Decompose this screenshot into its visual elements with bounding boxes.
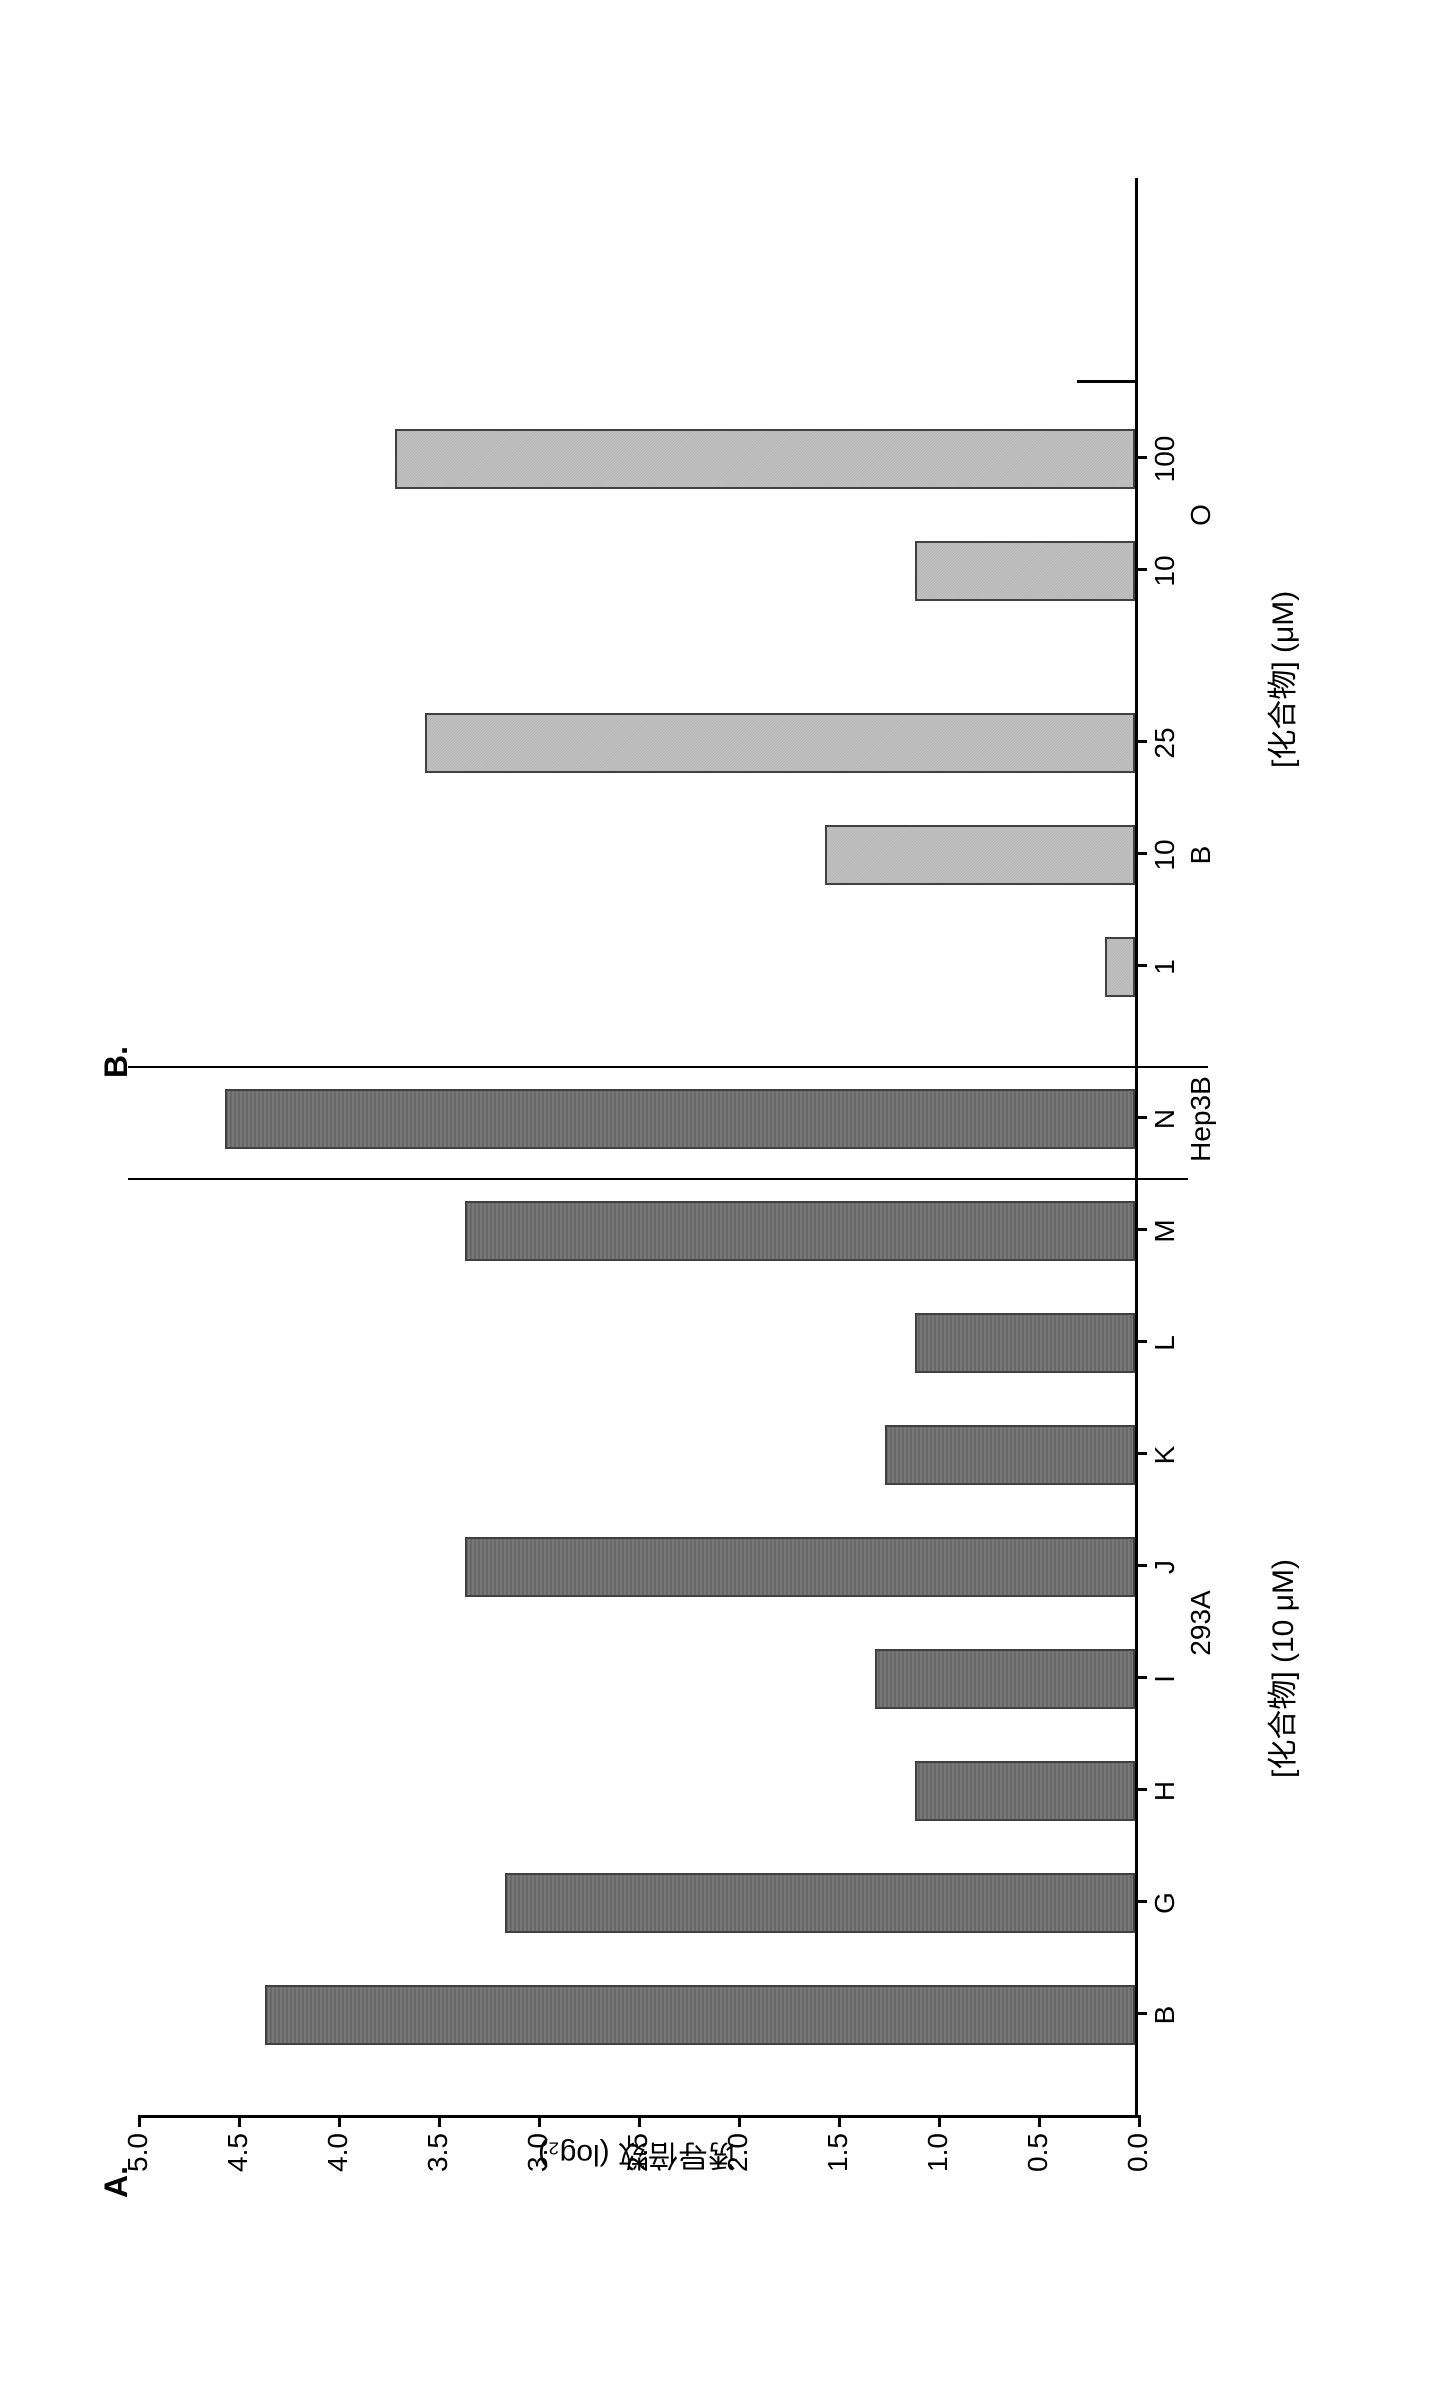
- y-tick-label: 0.5: [1022, 2133, 1054, 2172]
- y-tick: [538, 2115, 541, 2127]
- x-tick-label: I: [1149, 1675, 1181, 1683]
- x-axis-label-a: [化合物] (10 μM): [1258, 1559, 1302, 1778]
- x-tick: [1135, 1116, 1147, 1119]
- y-tick-label: 2.5: [622, 2133, 654, 2172]
- y-tick: [738, 2115, 741, 2127]
- group-label: 293A: [1185, 1590, 1217, 1655]
- bar: [465, 1537, 1135, 1597]
- panel-b-label: B.: [98, 1046, 135, 1078]
- x-tick: [1135, 1564, 1147, 1567]
- y-tick: [838, 2115, 841, 2127]
- group-label: O: [1185, 504, 1217, 526]
- y-tick: [438, 2115, 441, 2127]
- bar-chart-rotated: A. B. 诱导倍数 (log₂) 0.00.51.01.52.02.53.03…: [78, 98, 1378, 2298]
- x-tick-label: H: [1149, 1781, 1181, 1801]
- x-tick-label: 25: [1149, 727, 1181, 758]
- x-tick: [1135, 1340, 1147, 1343]
- bar: [1105, 937, 1135, 997]
- x-tick-label: N: [1149, 1109, 1181, 1129]
- group-label: B: [1185, 846, 1217, 865]
- x-tick: [1135, 2012, 1147, 2015]
- y-tick-label: 4.5: [222, 2133, 254, 2172]
- y-tick: [338, 2115, 341, 2127]
- x-tick-label: 1: [1149, 959, 1181, 975]
- axis-end-tick: [1077, 380, 1137, 383]
- y-tick-label: 4.0: [322, 2133, 354, 2172]
- y-tick: [1138, 2115, 1141, 2127]
- bar: [875, 1649, 1135, 1709]
- x-tick-label: L: [1149, 1335, 1181, 1351]
- bar: [425, 713, 1135, 773]
- x-tick: [1135, 740, 1147, 743]
- x-tick-label: G: [1149, 1892, 1181, 1914]
- x-tick: [1135, 1900, 1147, 1903]
- x-tick: [1135, 1228, 1147, 1231]
- bar: [465, 1201, 1135, 1261]
- x-tick-label: 10: [1149, 839, 1181, 870]
- plot-area: 0.00.51.01.52.02.53.03.54.04.55.0BGHIJKL…: [138, 178, 1138, 2118]
- y-tick-label: 0.0: [1122, 2133, 1154, 2172]
- y-tick-label: 2.0: [722, 2133, 754, 2172]
- bar: [265, 1985, 1135, 2045]
- bar: [505, 1873, 1135, 1933]
- y-tick: [1038, 2115, 1041, 2127]
- x-tick: [1135, 1452, 1147, 1455]
- y-tick: [938, 2115, 941, 2127]
- bar: [885, 1425, 1135, 1485]
- y-tick: [138, 2115, 141, 2127]
- x-tick-label: B: [1149, 2006, 1181, 2025]
- x-tick: [1135, 964, 1147, 967]
- x-tick-label: J: [1149, 1560, 1181, 1574]
- x-tick-label: M: [1149, 1219, 1181, 1242]
- y-tick: [238, 2115, 241, 2127]
- bar: [915, 541, 1135, 601]
- y-tick-label: 5.0: [122, 2133, 154, 2172]
- x-tick-label: 100: [1149, 436, 1181, 483]
- x-tick-label: 10: [1149, 555, 1181, 586]
- panel-divider: [128, 1066, 1208, 1068]
- y-tick-label: 3.0: [522, 2133, 554, 2172]
- x-axis-label-b: [化合物] (μM): [1258, 591, 1302, 768]
- y-tick-label: 1.5: [822, 2133, 854, 2172]
- bar: [825, 825, 1135, 885]
- x-tick-label: K: [1149, 1446, 1181, 1465]
- bar: [915, 1761, 1135, 1821]
- x-tick: [1135, 456, 1147, 459]
- x-tick: [1135, 1788, 1147, 1791]
- group-divider: [128, 1178, 1188, 1180]
- x-tick: [1135, 852, 1147, 855]
- x-tick: [1135, 568, 1147, 571]
- x-tick: [1135, 1676, 1147, 1679]
- bar: [225, 1089, 1135, 1149]
- group-label: Hep3B: [1185, 1076, 1217, 1162]
- y-tick-label: 3.5: [422, 2133, 454, 2172]
- bar: [915, 1313, 1135, 1373]
- y-tick: [638, 2115, 641, 2127]
- bar: [395, 429, 1135, 489]
- y-tick-label: 1.0: [922, 2133, 954, 2172]
